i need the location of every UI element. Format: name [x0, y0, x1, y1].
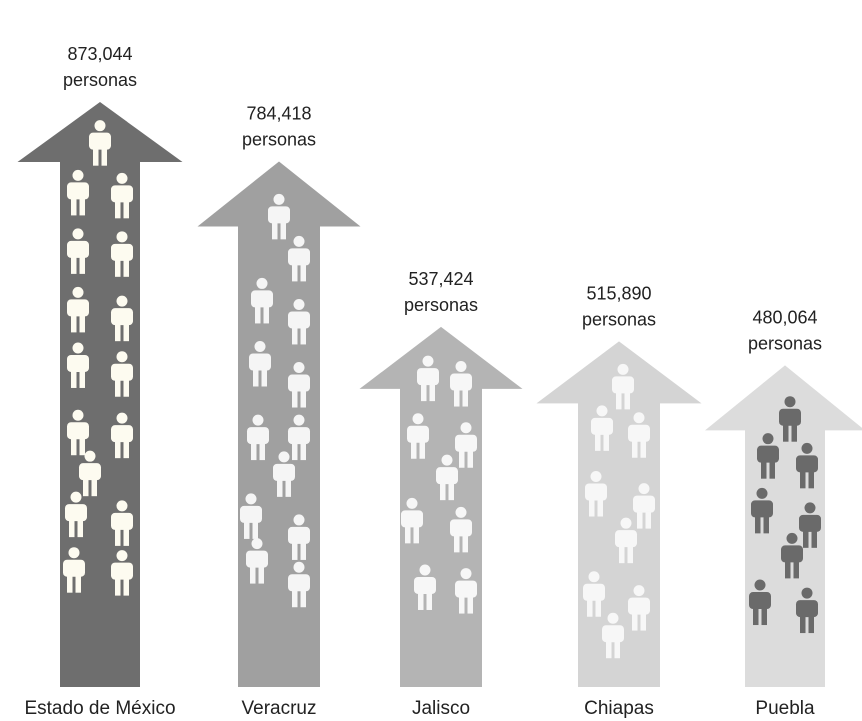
person-icon	[633, 483, 655, 529]
person-icon	[111, 231, 133, 277]
person-icon	[612, 363, 634, 410]
person-icon	[417, 355, 439, 402]
person-icon	[602, 612, 624, 659]
data-label: 537,424 personas	[404, 269, 478, 315]
data-label: 515,890 personas	[582, 283, 656, 329]
person-icon	[67, 169, 89, 216]
arrow-shape	[705, 365, 862, 687]
person-icon	[89, 120, 111, 166]
person-icon	[455, 422, 477, 468]
arrow-shape	[536, 341, 702, 687]
arrow-bar-4	[705, 365, 862, 687]
person-icon	[111, 172, 133, 219]
arrow-shape	[359, 326, 523, 687]
person-icon	[288, 414, 310, 461]
arrow-bar-1	[197, 161, 361, 687]
person-icon	[450, 361, 472, 407]
person-icon	[401, 497, 423, 544]
person-icon	[79, 450, 101, 497]
person-icon	[288, 561, 310, 608]
person-icon	[111, 412, 133, 459]
person-icon	[407, 413, 429, 459]
person-icon	[268, 193, 290, 240]
person-icon	[796, 587, 818, 634]
person-icon	[583, 571, 605, 617]
person-icon	[628, 585, 650, 631]
person-icon	[288, 514, 310, 560]
category-label: Estado de México	[24, 698, 175, 719]
person-icon	[67, 286, 89, 333]
person-icon	[436, 454, 458, 501]
person-icon	[249, 341, 271, 387]
arrow-bar-0	[17, 102, 183, 687]
person-icon	[455, 568, 477, 614]
person-icon	[450, 506, 472, 553]
person-icon	[247, 414, 269, 461]
person-icon	[63, 547, 85, 593]
data-label: 480,064 personas	[748, 307, 822, 353]
person-icon	[414, 564, 436, 610]
person-icon	[65, 491, 87, 538]
person-icon	[781, 532, 803, 579]
person-icon	[273, 451, 295, 497]
category-label: Chiapas	[584, 698, 654, 719]
person-icon	[615, 517, 637, 564]
person-icon	[757, 433, 779, 479]
person-icon	[288, 298, 310, 345]
person-icon	[240, 493, 262, 539]
person-icon	[591, 405, 613, 451]
person-icon	[799, 502, 821, 548]
person-icon	[749, 579, 771, 626]
person-icon	[111, 550, 133, 596]
person-icon	[67, 342, 89, 388]
person-icon	[751, 487, 773, 534]
person-icon	[288, 235, 310, 282]
arrow-bar-2	[359, 326, 523, 687]
person-icon	[67, 228, 89, 274]
person-icon	[111, 295, 133, 342]
data-label: 784,418 personas	[242, 103, 316, 149]
person-icon	[246, 538, 268, 584]
category-label: Veracruz	[242, 698, 317, 719]
person-icon	[67, 409, 89, 456]
person-icon	[796, 442, 818, 489]
person-icon	[779, 396, 801, 442]
arrow-shape	[17, 102, 183, 687]
arrow-bar-3	[536, 341, 702, 687]
person-icon	[288, 362, 310, 408]
person-icon	[628, 412, 650, 458]
category-label: Jalisco	[412, 698, 470, 719]
person-icon	[111, 351, 133, 397]
person-icon	[251, 277, 273, 324]
category-label: Puebla	[755, 698, 815, 719]
data-label: 873,044 personas	[63, 44, 137, 90]
arrow-shape	[197, 161, 361, 687]
person-icon	[585, 471, 607, 517]
person-icon	[111, 500, 133, 546]
